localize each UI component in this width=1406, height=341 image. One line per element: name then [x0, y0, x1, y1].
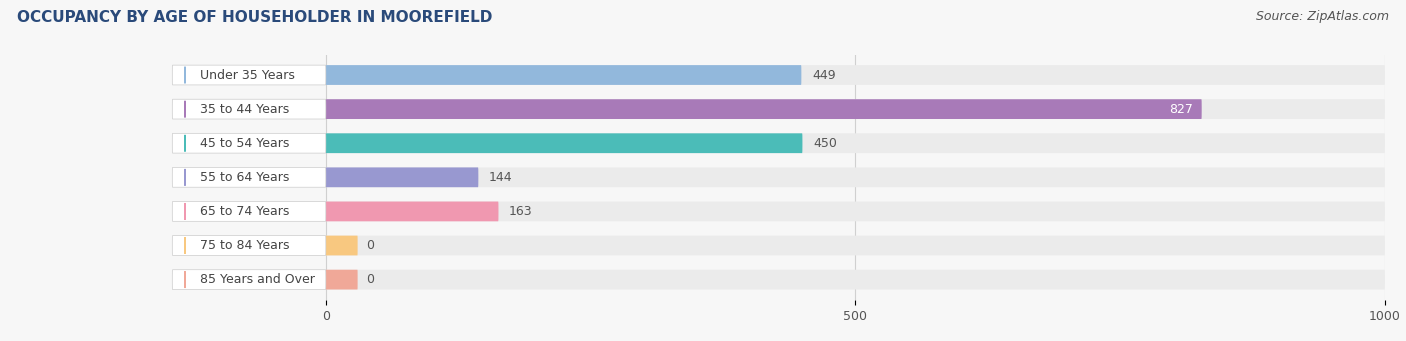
FancyBboxPatch shape: [326, 202, 1385, 221]
Text: 0: 0: [366, 273, 374, 286]
FancyBboxPatch shape: [326, 99, 1202, 119]
FancyBboxPatch shape: [326, 236, 1385, 255]
Text: 75 to 84 Years: 75 to 84 Years: [200, 239, 290, 252]
Text: Under 35 Years: Under 35 Years: [200, 69, 295, 81]
Text: 35 to 44 Years: 35 to 44 Years: [200, 103, 290, 116]
Text: OCCUPANCY BY AGE OF HOUSEHOLDER IN MOOREFIELD: OCCUPANCY BY AGE OF HOUSEHOLDER IN MOORE…: [17, 10, 492, 25]
Text: 45 to 54 Years: 45 to 54 Years: [200, 137, 290, 150]
FancyBboxPatch shape: [326, 99, 1385, 119]
Text: 55 to 64 Years: 55 to 64 Years: [200, 171, 290, 184]
FancyBboxPatch shape: [326, 167, 1385, 187]
FancyBboxPatch shape: [173, 133, 326, 153]
Text: 827: 827: [1170, 103, 1194, 116]
Text: 85 Years and Over: 85 Years and Over: [200, 273, 315, 286]
FancyBboxPatch shape: [326, 133, 1385, 153]
Text: 449: 449: [811, 69, 835, 81]
FancyBboxPatch shape: [173, 270, 326, 290]
Text: 65 to 74 Years: 65 to 74 Years: [200, 205, 290, 218]
FancyBboxPatch shape: [173, 65, 326, 85]
FancyBboxPatch shape: [173, 167, 326, 187]
FancyBboxPatch shape: [173, 202, 326, 221]
FancyBboxPatch shape: [326, 133, 803, 153]
FancyBboxPatch shape: [326, 65, 1385, 85]
FancyBboxPatch shape: [326, 202, 499, 221]
Text: 144: 144: [489, 171, 513, 184]
FancyBboxPatch shape: [326, 270, 357, 290]
FancyBboxPatch shape: [326, 167, 478, 187]
FancyBboxPatch shape: [326, 65, 801, 85]
FancyBboxPatch shape: [326, 270, 1385, 290]
Text: 0: 0: [366, 239, 374, 252]
FancyBboxPatch shape: [173, 236, 326, 255]
FancyBboxPatch shape: [326, 236, 357, 255]
FancyBboxPatch shape: [173, 99, 326, 119]
Text: Source: ZipAtlas.com: Source: ZipAtlas.com: [1256, 10, 1389, 23]
Text: 163: 163: [509, 205, 533, 218]
Text: 450: 450: [813, 137, 837, 150]
